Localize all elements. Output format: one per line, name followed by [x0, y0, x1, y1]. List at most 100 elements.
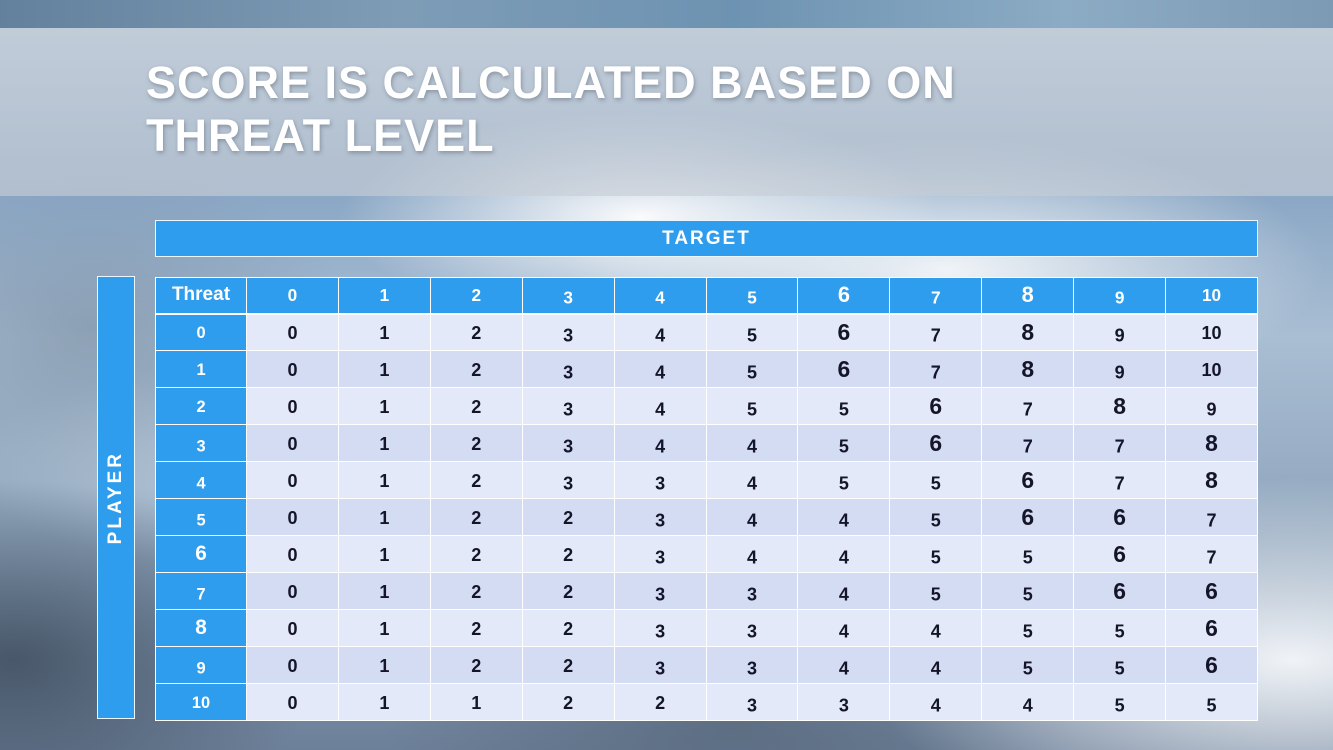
score-cell: 5 [889, 535, 983, 573]
score-cell: 2 [613, 683, 707, 721]
target-column-header: 4 [613, 277, 707, 315]
score-cell: 7 [1073, 461, 1167, 499]
score-cell: 5 [705, 313, 799, 351]
score-cell: 0 [246, 572, 339, 610]
score-cell: 4 [797, 498, 891, 536]
score-cell: 2 [429, 387, 523, 425]
score-cell: 9 [1165, 387, 1258, 425]
score-cell: 8 [981, 350, 1075, 388]
score-cell: 7 [1165, 535, 1258, 573]
score-cell: 0 [246, 498, 339, 536]
score-cell: 4 [797, 646, 891, 684]
score-cell: 2 [429, 609, 523, 647]
player-row-header: 4 [155, 461, 247, 499]
score-cell: 8 [1073, 387, 1167, 425]
score-cell: 3 [521, 387, 615, 425]
score-cell: 1 [337, 683, 431, 721]
score-cell: 5 [797, 387, 891, 425]
player-row-header: 0 [155, 313, 247, 351]
player-row-header: 6 [155, 535, 247, 573]
score-cell: 0 [246, 609, 339, 647]
score-cell: 2 [429, 646, 523, 684]
score-cell: 2 [429, 498, 523, 536]
score-cell: 4 [889, 646, 983, 684]
score-cell: 2 [429, 313, 523, 351]
score-cell: 4 [613, 387, 707, 425]
score-cell: 5 [889, 572, 983, 610]
score-cell: 5 [705, 387, 799, 425]
score-cell: 0 [246, 313, 339, 351]
matrix-body: 0 0 1 2 3 4 5 6 7 8 9 10 1 0 1 2 3 4 5 6 7 8 9 10 2 0 1 2 3 4 5 5 6 7 8 9 3 0… [155, 313, 1258, 721]
score-cell: 4 [705, 498, 799, 536]
score-cell: 1 [337, 572, 431, 610]
score-cell: 3 [797, 683, 891, 721]
player-row-header: 5 [155, 498, 247, 536]
score-cell: 5 [705, 350, 799, 388]
score-cell: 8 [1165, 424, 1258, 462]
score-cell: 2 [429, 572, 523, 610]
score-cell: 4 [613, 424, 707, 462]
matrix-header: Threat 0 1 2 3 4 5 6 7 8 9 10 [155, 277, 1258, 315]
score-cell: 6 [889, 387, 983, 425]
score-cell: 7 [889, 313, 983, 351]
player-row-header: 9 [155, 646, 247, 684]
score-cell: 8 [981, 313, 1075, 351]
score-cell: 6 [1165, 646, 1258, 684]
score-cell: 4 [613, 350, 707, 388]
target-column-header: 1 [337, 277, 431, 315]
score-cell: 4 [981, 683, 1075, 721]
score-cell: 4 [705, 461, 799, 499]
score-cell: 6 [1073, 535, 1167, 573]
player-row-header: 10 [155, 683, 247, 721]
target-column-header: 7 [889, 277, 983, 315]
score-cell: 10 [1165, 350, 1258, 388]
target-column-header: 0 [246, 277, 339, 315]
score-cell: 5 [797, 424, 891, 462]
corner-header-threat: Threat [155, 277, 247, 315]
score-cell: 1 [337, 350, 431, 388]
score-cell: 1 [337, 535, 431, 573]
player-label: PLAYER [105, 450, 126, 545]
matrix-row: 10 0 1 1 2 2 3 3 4 4 5 5 [155, 683, 1258, 721]
score-cell: 2 [521, 646, 615, 684]
score-cell: 4 [797, 609, 891, 647]
score-cell: 0 [246, 424, 339, 462]
score-cell: 8 [1165, 461, 1258, 499]
score-cell: 0 [246, 535, 339, 573]
score-cell: 6 [1073, 572, 1167, 610]
score-cell: 1 [337, 387, 431, 425]
score-cell: 5 [1073, 609, 1167, 647]
score-cell: 5 [1165, 683, 1258, 721]
score-cell: 4 [705, 424, 799, 462]
score-cell: 7 [1073, 424, 1167, 462]
score-cell: 3 [705, 646, 799, 684]
score-cell: 7 [981, 387, 1075, 425]
target-column-header: 2 [429, 277, 523, 315]
score-cell: 2 [521, 609, 615, 647]
score-cell: 3 [705, 683, 799, 721]
score-cell: 6 [981, 461, 1075, 499]
title-band: SCORE IS CALCULATED BASED ON THREAT LEVE… [0, 28, 1333, 196]
score-cell: 5 [889, 461, 983, 499]
score-cell: 0 [246, 350, 339, 388]
score-matrix-table: Threat 0 1 2 3 4 5 6 7 8 9 10 0 0 1 2 3 4 5 6 7 8 9 10 1 0 1 2 3 4 5 6… [155, 277, 1258, 721]
target-column-header: 3 [521, 277, 615, 315]
score-cell: 6 [889, 424, 983, 462]
score-cell: 1 [337, 461, 431, 499]
score-cell: 5 [1073, 646, 1167, 684]
score-cell: 2 [521, 572, 615, 610]
score-cell: 6 [1073, 498, 1167, 536]
matrix-row: 0 0 1 2 3 4 5 6 7 8 9 10 [155, 313, 1258, 351]
matrix-header-row: Threat 0 1 2 3 4 5 6 7 8 9 10 [155, 277, 1258, 315]
target-column-header: 6 [797, 277, 891, 315]
score-cell: 1 [337, 313, 431, 351]
player-row-header: 1 [155, 350, 247, 388]
score-cell: 6 [797, 313, 891, 351]
score-cell: 4 [797, 535, 891, 573]
